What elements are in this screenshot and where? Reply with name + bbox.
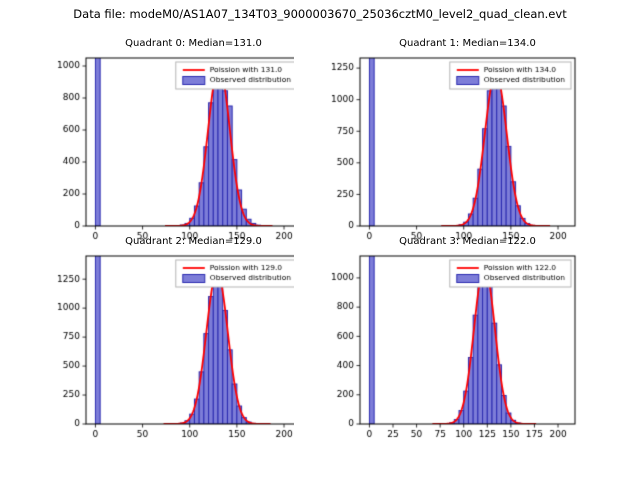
quadrant-1-histogram-canvas (294, 52, 594, 248)
subplot-quadrant-2: Quadrant 2: Median=129.0 (20, 234, 320, 448)
subplot-title-quadrant-3: Quadrant 3: Median=122.0 (399, 236, 536, 247)
subplot-title-quadrant-1: Quadrant 1: Median=134.0 (399, 38, 536, 49)
subplot-title-quadrant-0: Quadrant 0: Median=131.0 (125, 38, 262, 49)
subplot-quadrant-1: Quadrant 1: Median=134.0 (294, 36, 594, 250)
quadrant-2-histogram-canvas (20, 250, 320, 446)
quadrant-0-histogram-canvas (20, 52, 320, 248)
subplot-quadrant-0: Quadrant 0: Median=131.0 (20, 36, 320, 250)
figure-title: Data file: modeM0/AS1A07_134T03_90000036… (73, 7, 567, 21)
quadrant-3-histogram-canvas (294, 250, 594, 446)
subplot-quadrant-3: Quadrant 3: Median=122.0 (294, 234, 594, 448)
subplot-title-quadrant-2: Quadrant 2: Median=129.0 (125, 236, 262, 247)
